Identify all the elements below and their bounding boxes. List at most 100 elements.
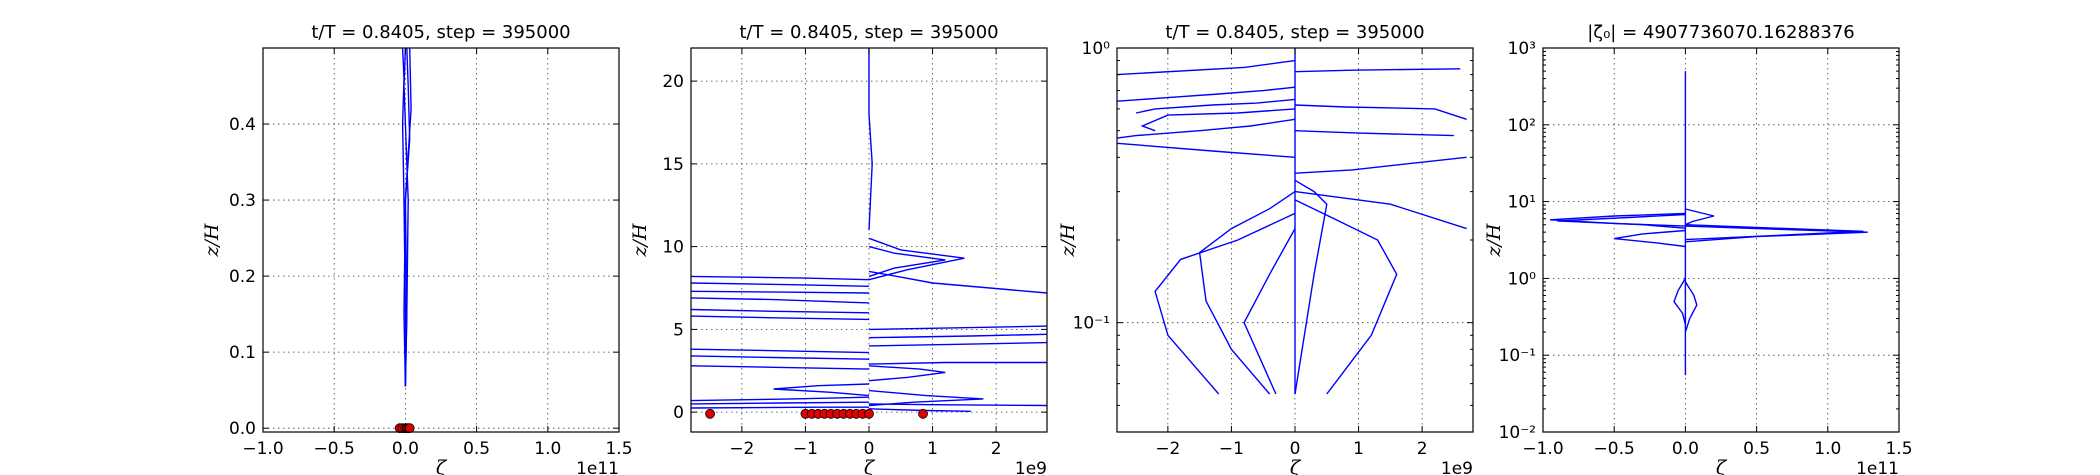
x-offset-label: 1e9 <box>1441 459 1473 475</box>
x-offset-label: 1e9 <box>1015 459 1047 475</box>
surface-marker-13 <box>918 408 928 419</box>
profile-line-7 <box>1685 208 1715 226</box>
x-tick-label: −1.0 <box>242 439 283 459</box>
profile-line-3 <box>404 48 412 387</box>
x-tick-label: 0 <box>1290 439 1301 459</box>
profile-line-12 <box>868 333 1047 339</box>
profile-line-9 <box>691 308 870 314</box>
profile-line-21 <box>691 396 870 402</box>
profile-line-7 <box>691 290 870 294</box>
x-tick-label: −1 <box>1219 439 1244 459</box>
profile-line-11 <box>1294 156 1467 174</box>
profile-line-3 <box>1557 213 1686 229</box>
profile-line-4 <box>868 270 1047 294</box>
profile-line-15 <box>1154 212 1296 395</box>
profile-line-12 <box>1294 179 1328 395</box>
series-group <box>1550 71 1868 376</box>
chart-title: t/T = 0.8405, step = 395000 <box>311 22 570 43</box>
profile-line-13 <box>1198 191 1296 395</box>
profile-line-13 <box>868 341 1047 347</box>
x-tick-label: −1.0 <box>1522 439 1563 459</box>
surface-marker-1 <box>705 408 715 419</box>
series-group <box>1117 48 1467 395</box>
profile-line-5 <box>691 275 870 281</box>
profile-line-2 <box>868 245 946 278</box>
x-tick-label: 0 <box>864 439 875 459</box>
profile-line-9 <box>1117 59 1296 76</box>
profile-line-24 <box>691 406 869 409</box>
x-tick-label: 0.0 <box>392 439 419 459</box>
profile-line-20 <box>868 389 984 407</box>
profile-line-6 <box>1294 104 1467 120</box>
profile-line-11 <box>868 325 1047 331</box>
y-axis-label: z/H <box>629 223 651 257</box>
chart-panel-3: −2 −1 0 1 2 10⁻¹ 10⁰ t/T = 0.8405, step = 39500… <box>1057 22 1474 475</box>
y-axis-label: z/H <box>1057 223 1079 257</box>
series-group <box>691 48 1047 412</box>
y-tick-label: 10⁰ <box>1082 39 1111 59</box>
x-axis-label: ζ <box>864 457 876 475</box>
profile-line-7 <box>1294 130 1454 137</box>
x-offset-label: 1e11 <box>576 459 619 475</box>
profile-line-3 <box>1135 98 1296 114</box>
x-tick-label: 0.5 <box>463 439 490 459</box>
profile-line-8 <box>1294 68 1461 73</box>
x-tick-label: 1.5 <box>1885 439 1912 459</box>
plot-frame <box>1542 47 1900 433</box>
profile-line-23 <box>868 403 1047 407</box>
x-tick-label: 1 <box>927 439 938 459</box>
x-tick-label: −0.5 <box>1594 439 1635 459</box>
y-tick-label: 10⁰ <box>1508 269 1537 289</box>
x-axis-label: ζ <box>1290 457 1302 475</box>
chart-title: |ζ₀| = 4907736070.16288376 <box>1587 22 1855 43</box>
profile-line-18 <box>868 365 946 382</box>
y-axis-label: z/H <box>201 223 223 257</box>
profile-line-22 <box>691 401 870 405</box>
x-tick-label: 2 <box>991 439 1002 459</box>
profile-line-19 <box>773 383 870 397</box>
profile-line-16 <box>868 361 1047 365</box>
profile-line-15 <box>691 355 870 360</box>
profile-line-10 <box>691 315 870 321</box>
profile-line-8 <box>691 297 870 304</box>
x-tick-label: 1.0 <box>534 439 561 459</box>
chart-panel-4: −1.0 −0.5 0.0 0.5 1.0 1.5 10⁻² 10⁻¹ 10⁰ 10¹ 10² 10³… <box>1483 22 1913 475</box>
y-tick-label: 10¹ <box>1508 193 1536 213</box>
profile-line-9 <box>1684 281 1698 333</box>
x-tick-label: 0.5 <box>1743 439 1770 459</box>
x-tick-label: −2 <box>729 439 754 459</box>
profile-line-10 <box>1117 142 1296 158</box>
y-tick-label: 15 <box>662 155 684 175</box>
y-tick-label: 0 <box>673 403 684 423</box>
chart-panel-1: −1.0 −0.5 0.0 0.5 1.0 1.5 0.0 0.1 0.2 0.3 0.4 t/T =… <box>201 22 633 475</box>
profile-line-16 <box>1294 190 1467 230</box>
x-tick-label: −2 <box>1155 439 1180 459</box>
profile-line-17 <box>691 365 870 370</box>
plot-frame <box>262 47 620 433</box>
chart-title: t/T = 0.8405, step = 395000 <box>739 22 998 43</box>
x-tick-label: −0.5 <box>314 439 355 459</box>
y-tick-label: 10⁻² <box>1499 423 1536 443</box>
x-axis-label: ζ <box>436 457 448 475</box>
x-tick-label: 1.5 <box>605 439 632 459</box>
y-tick-label: 10 <box>662 238 684 258</box>
y-tick-label: 10² <box>1508 116 1536 136</box>
profile-line-6 <box>691 282 870 287</box>
profile-line-8 <box>1673 278 1687 325</box>
chart-title: t/T = 0.8405, step = 395000 <box>1165 22 1424 43</box>
x-tick-label: 2 <box>1417 439 1428 459</box>
y-tick-label: 0.0 <box>229 419 256 439</box>
profile-line-1 <box>868 48 873 231</box>
y-axis-label: z/H <box>1483 223 1505 257</box>
y-tick-label: 0.3 <box>229 191 256 211</box>
profile-line-5 <box>1117 118 1296 139</box>
profile-line-3 <box>868 237 965 281</box>
y-tick-label: 20 <box>662 72 684 92</box>
x-tick-label: 0.0 <box>1672 439 1699 459</box>
profile-line-14 <box>691 348 870 354</box>
x-tick-label: −1 <box>793 439 818 459</box>
profile-line-4 <box>1140 108 1296 132</box>
y-tick-label: 10⁻¹ <box>1499 346 1536 366</box>
